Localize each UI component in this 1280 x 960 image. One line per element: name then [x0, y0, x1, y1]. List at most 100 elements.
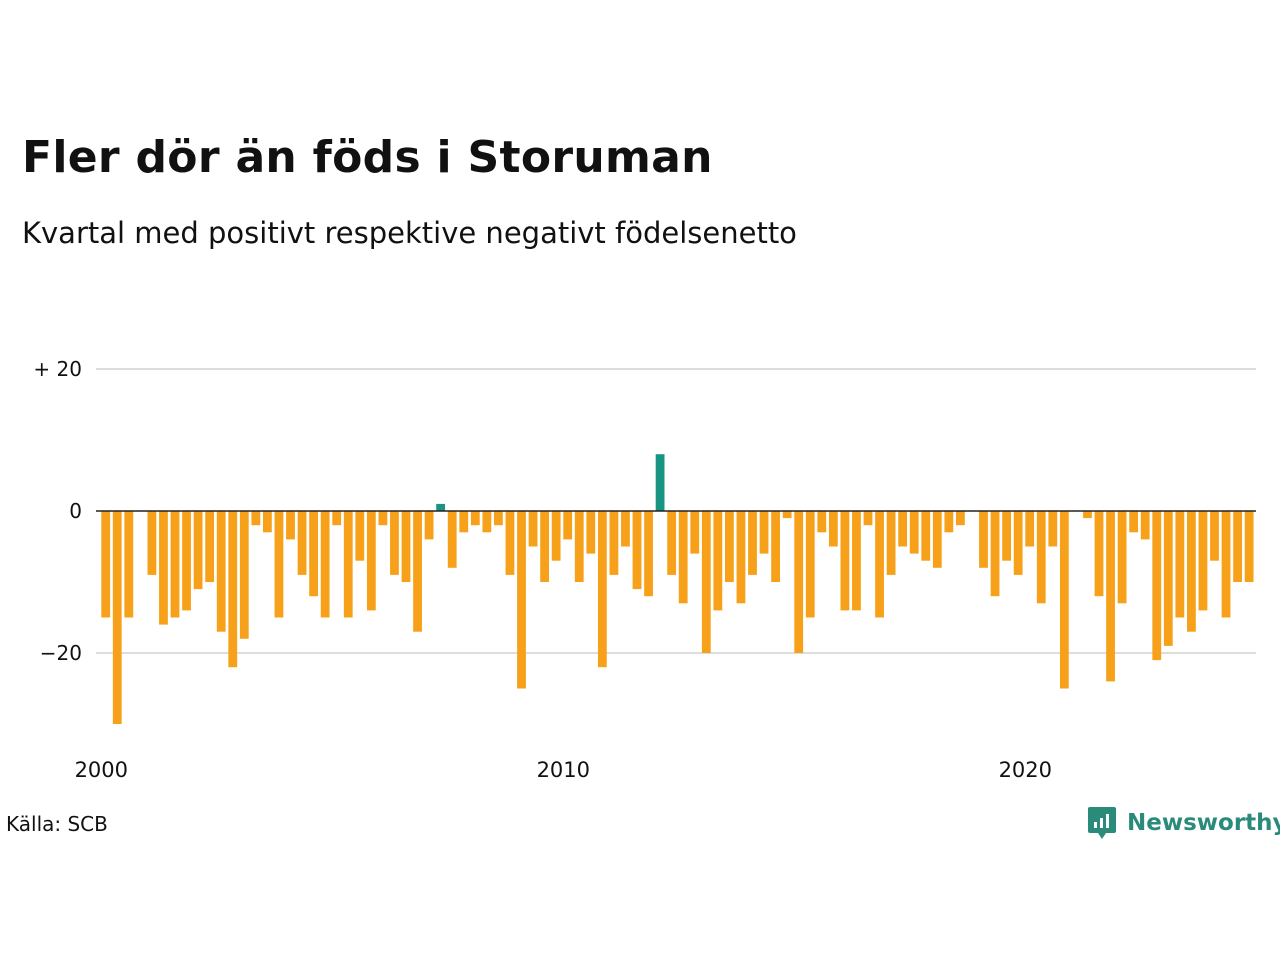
bar — [494, 511, 503, 526]
bar — [586, 511, 596, 554]
bar — [574, 511, 584, 582]
bar — [1140, 511, 1150, 540]
bar — [1233, 511, 1242, 582]
bar — [748, 511, 757, 575]
bar — [251, 511, 261, 526]
brand-logo: Newsworthy — [1087, 805, 1280, 841]
bar — [1221, 511, 1231, 618]
bar — [944, 511, 954, 533]
axes: + 20 0 −20 2000 2010 2020 — [33, 357, 1256, 782]
bar — [1002, 511, 1011, 561]
bar — [274, 511, 284, 618]
bar — [263, 511, 272, 533]
bar — [621, 511, 630, 547]
bar — [725, 511, 734, 582]
bar — [424, 511, 434, 540]
bar — [343, 511, 353, 618]
bar — [1025, 511, 1035, 547]
bar — [805, 511, 815, 618]
bar — [228, 511, 238, 668]
bar — [1129, 511, 1139, 533]
chart-subtitle: Kvartal med positivt respektive negativt… — [22, 216, 797, 250]
bar — [1163, 511, 1173, 646]
bar — [644, 511, 653, 597]
bar — [990, 511, 1000, 597]
x-tick-label: 2010 — [537, 758, 590, 782]
bar — [956, 511, 965, 526]
bar — [390, 511, 399, 575]
bar — [286, 511, 295, 540]
bar — [1210, 511, 1219, 561]
bar — [297, 511, 307, 575]
bar — [713, 511, 723, 611]
bar — [1013, 511, 1023, 575]
bar — [817, 511, 827, 533]
bar — [101, 511, 111, 618]
bar — [170, 511, 180, 618]
bar — [1048, 511, 1058, 547]
bar — [470, 511, 480, 526]
bar — [1083, 511, 1092, 519]
bar — [447, 511, 457, 568]
bar — [320, 511, 330, 618]
bar — [932, 511, 942, 568]
bar — [886, 511, 896, 575]
bar — [667, 511, 677, 575]
bar — [1244, 511, 1254, 582]
bar — [182, 511, 191, 611]
bar — [852, 511, 861, 611]
bar — [147, 511, 157, 575]
bar — [840, 511, 850, 611]
bar — [1152, 511, 1162, 661]
x-tick-label: 2020 — [999, 758, 1052, 782]
bar — [597, 511, 607, 668]
bar — [898, 511, 908, 547]
bar — [309, 511, 318, 597]
bar — [921, 511, 931, 561]
bar — [505, 511, 515, 575]
bar — [632, 511, 642, 590]
bar — [1175, 511, 1185, 618]
bar — [517, 511, 526, 689]
bar — [332, 511, 342, 526]
bar — [482, 511, 492, 533]
bar — [863, 511, 873, 526]
bar — [366, 511, 376, 611]
bar — [655, 454, 665, 511]
bar — [736, 511, 746, 604]
bars — [101, 454, 1254, 724]
chart-title: Fler dör än föds i Storuman — [22, 132, 713, 183]
bar — [239, 511, 249, 639]
bar — [528, 511, 538, 547]
newsworthy-logo-icon — [1088, 807, 1116, 839]
bar — [794, 511, 804, 653]
bar — [690, 511, 700, 554]
source-note: Källa: SCB — [6, 812, 108, 836]
bar — [112, 511, 122, 724]
bar — [401, 511, 411, 582]
brand-name: Newsworthy — [1127, 810, 1280, 836]
bar — [701, 511, 711, 653]
bar — [193, 511, 203, 590]
bar — [1106, 511, 1115, 682]
bar — [124, 511, 134, 618]
y-tick-label: 0 — [69, 499, 82, 523]
bar — [909, 511, 919, 554]
bar — [551, 511, 561, 561]
y-tick-label: + 20 — [33, 357, 82, 381]
bar — [459, 511, 469, 533]
bar — [205, 511, 215, 582]
bar — [216, 511, 226, 632]
bar — [678, 511, 688, 604]
bar — [875, 511, 884, 618]
bar — [378, 511, 388, 526]
bar — [828, 511, 838, 547]
x-tick-label: 2000 — [75, 758, 128, 782]
bar — [609, 511, 619, 575]
bar — [159, 511, 168, 625]
bar — [782, 511, 792, 519]
bar — [413, 511, 422, 632]
bar — [771, 511, 780, 582]
bar — [355, 511, 365, 561]
